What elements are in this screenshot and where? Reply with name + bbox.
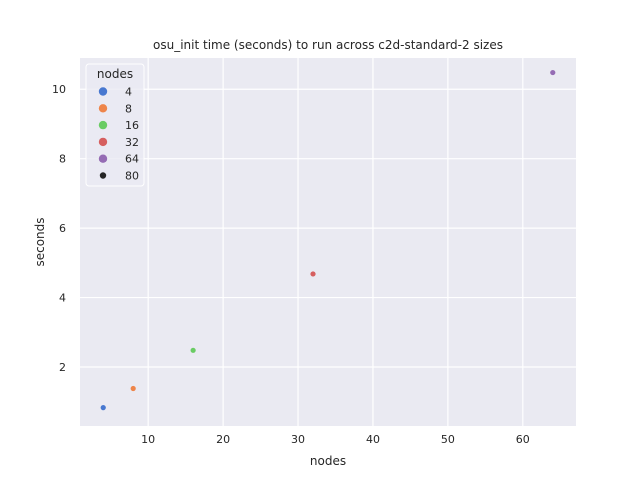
legend-entries: 4 8 16 32 64 80 [98,86,139,183]
x-tick-label: 60 [516,433,530,446]
legend-label: 8 [125,102,132,115]
legend-marker [99,172,107,179]
legend-marker [98,104,108,113]
legend-marker [98,87,108,96]
data-point [130,385,136,392]
legend-label: 16 [125,119,139,132]
chart-title: osu_init time (seconds) to run across c2… [153,38,503,52]
grid-lines [80,58,576,426]
y-tick-labels: 2 4 6 8 10 [52,83,66,374]
legend-marker [98,120,108,130]
x-tick-label: 50 [441,433,455,446]
y-tick-label: 6 [59,222,66,235]
legend: nodes 4 8 16 32 64 80 [85,63,145,187]
legend-marker [98,154,108,163]
x-tick-labels: 10 20 30 40 50 60 [141,433,530,446]
legend-label: 64 [125,153,139,166]
y-tick-label: 4 [59,292,66,305]
data-point [310,271,316,277]
data-points [100,69,556,411]
legend-title: nodes [97,67,133,81]
plot-area [80,58,576,426]
x-tick-label: 30 [291,433,305,446]
y-tick-label: 8 [59,153,66,166]
legend-marker [98,137,108,147]
x-tick-label: 10 [141,433,155,446]
x-axis-label: nodes [310,454,346,468]
legend-label: 80 [125,170,139,183]
legend-label: 32 [125,136,139,149]
y-tick-label: 2 [59,361,66,374]
x-tick-label: 20 [216,433,230,446]
data-point [550,69,556,76]
y-axis-label: seconds [33,217,47,266]
data-point [100,405,106,411]
y-tick-label: 10 [52,83,66,96]
x-tick-label: 40 [366,433,380,446]
legend-label: 4 [125,86,132,99]
data-point [190,347,196,353]
